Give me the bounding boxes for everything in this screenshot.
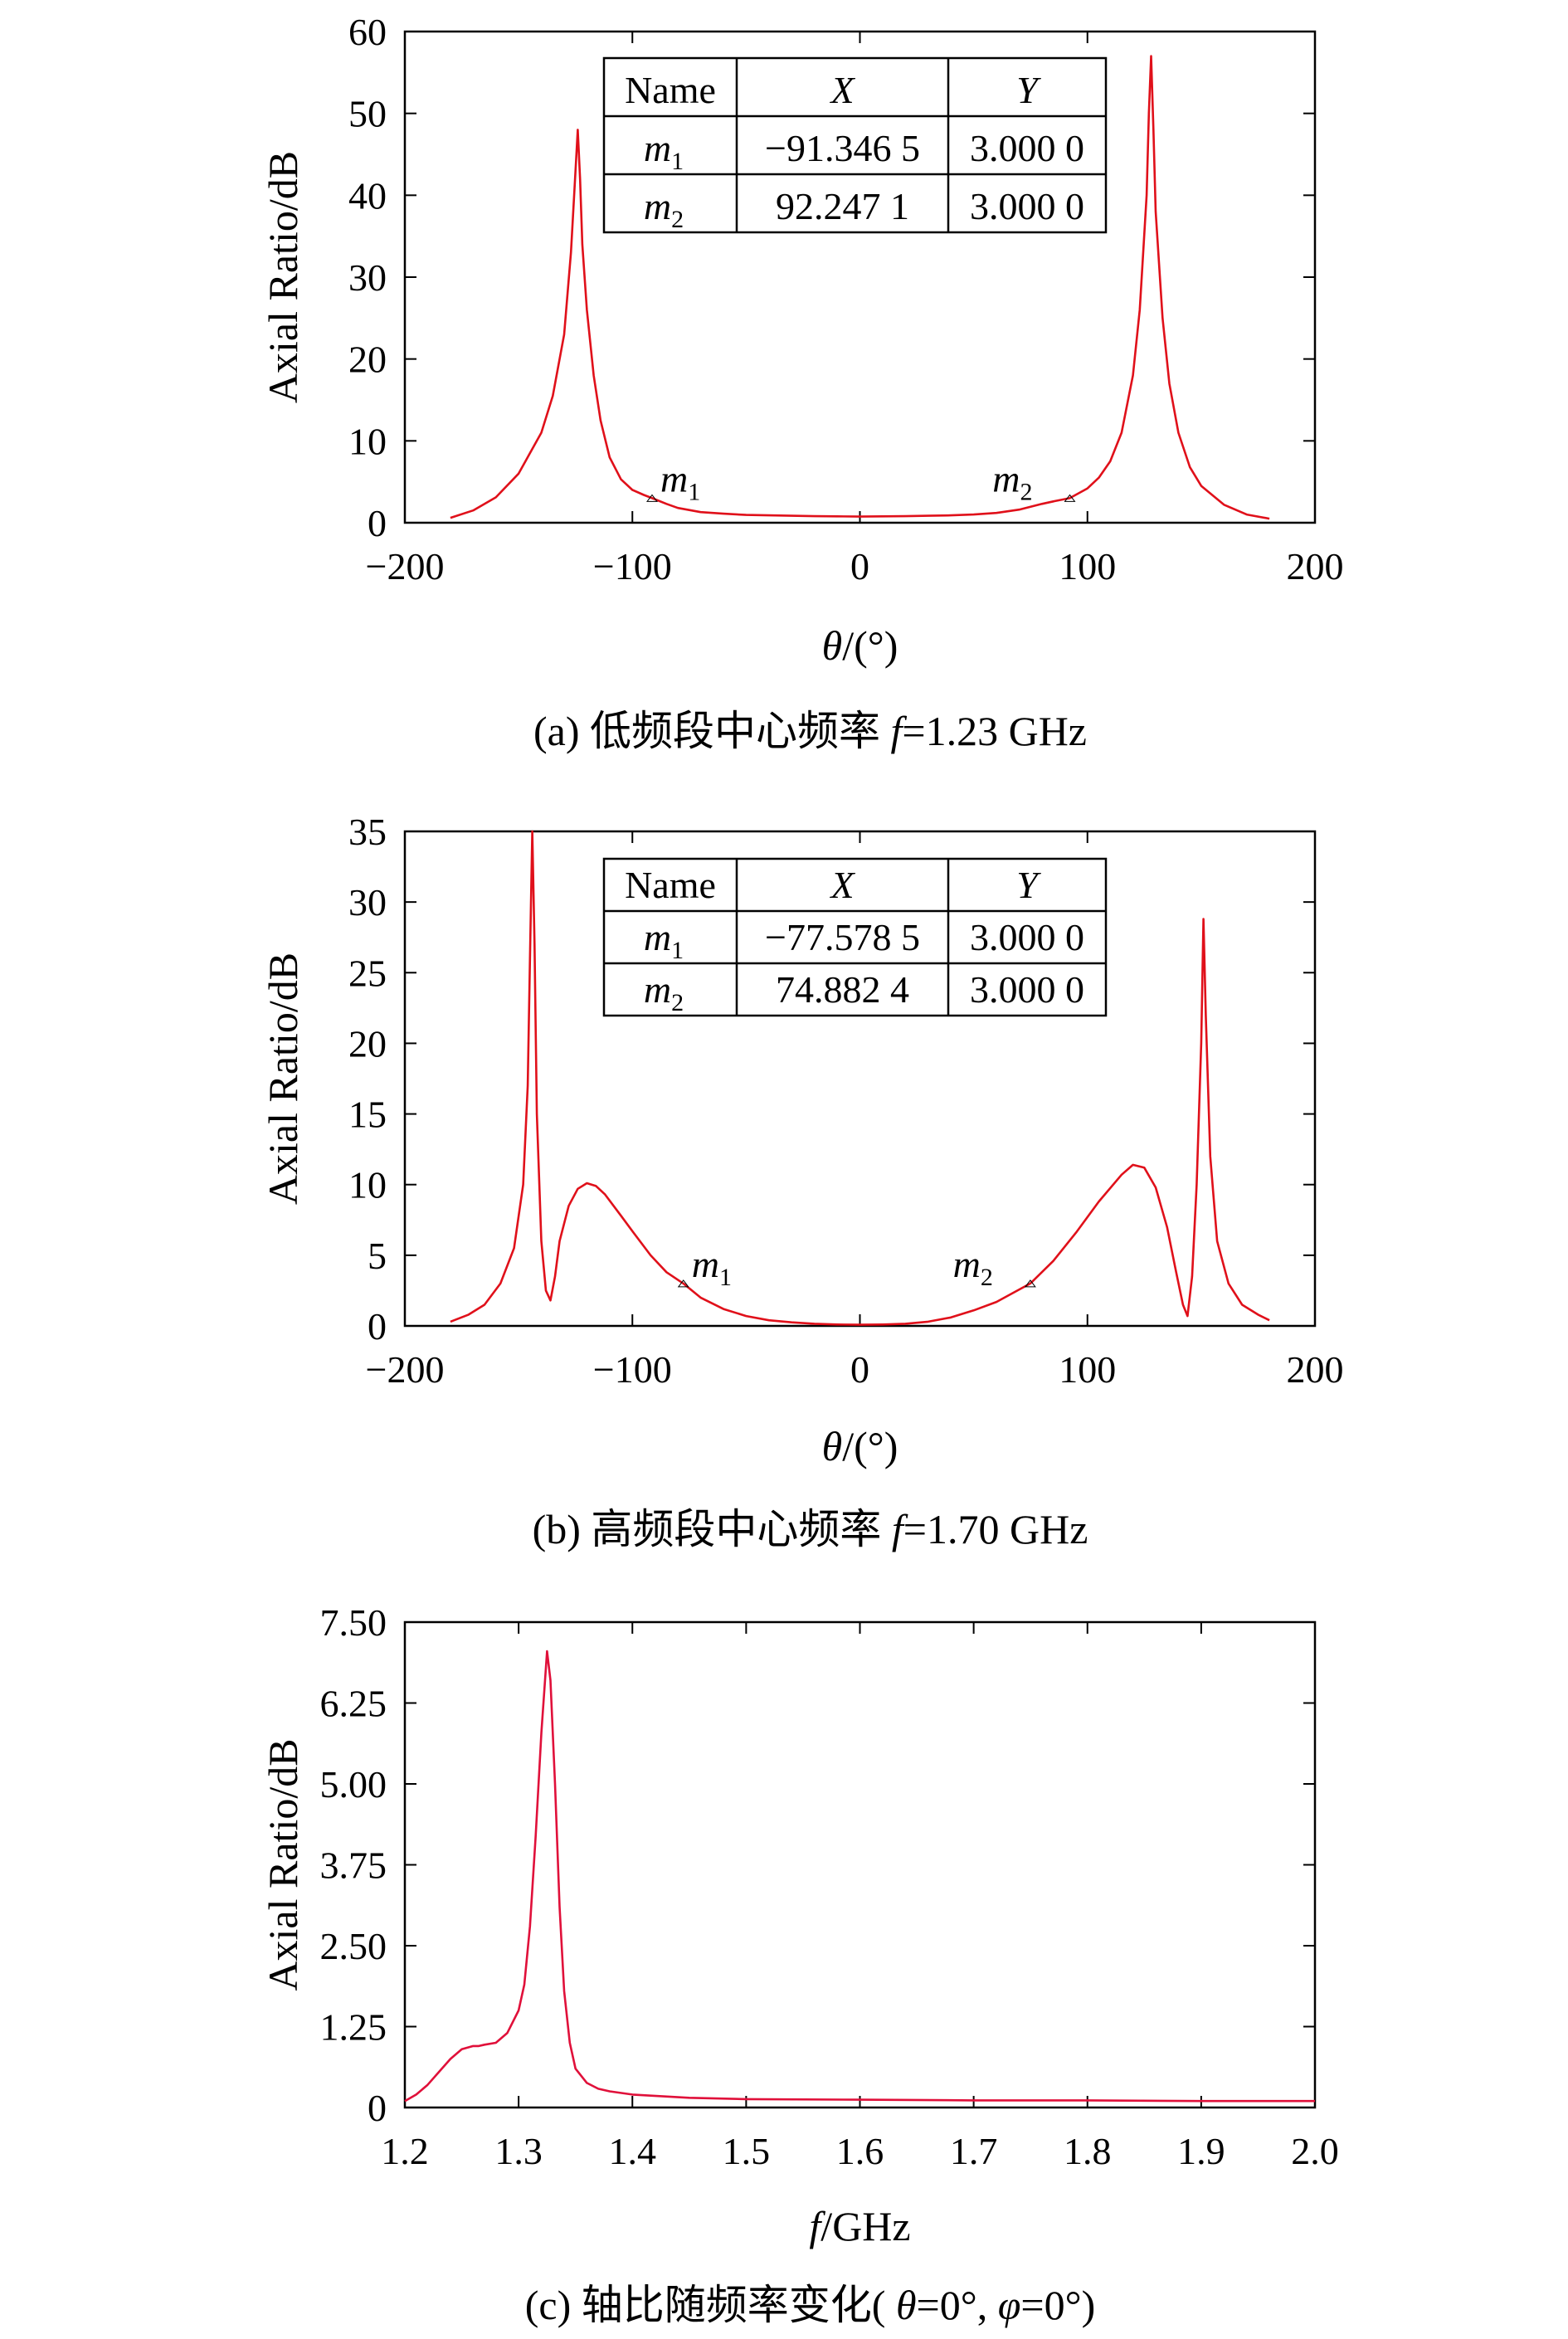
x-tick-label: 1.6 [836, 2130, 884, 2172]
table-frame [602, 56, 1108, 234]
series-line-0 [450, 55, 1270, 520]
series-line-0 [404, 1649, 1315, 2103]
table-cell-x: 74.882 4 [776, 968, 909, 1011]
x-tick-label: −100 [593, 1348, 672, 1391]
y-tick-label: 20 [348, 1022, 387, 1065]
y-tick-label: 10 [348, 420, 387, 462]
y-tick-label: 0 [368, 1305, 387, 1347]
table-cell-x: −91.346 5 [765, 127, 920, 169]
table-cell-name: m2 [644, 185, 684, 233]
y-tick-label: 60 [348, 11, 387, 53]
x-tick-label: 1.2 [381, 2130, 429, 2172]
marker-label-m2: m2 [953, 1243, 993, 1291]
y-tick-label: 3.75 [320, 1844, 387, 1887]
table-cell-y: 3.000 0 [970, 968, 1084, 1011]
x-tick-label: −100 [593, 545, 672, 587]
y-tick-label: 30 [348, 256, 387, 299]
y-tick-label: 15 [348, 1094, 387, 1136]
y-tick-label: 5 [368, 1235, 387, 1277]
marker-m2 [1064, 494, 1076, 502]
x-axis-title: θ/(°) [822, 622, 898, 669]
table-cell-name: m2 [644, 968, 684, 1016]
chart-panel-b: −200 −100 0 100 200 0 5 10 15 20 25 30 35 θ/(°) Axial … [260, 811, 1344, 1552]
x-tick-label: 1.4 [609, 2130, 657, 2172]
y-tick-label: 7.50 [320, 1601, 387, 1644]
y-tick-label: 2.50 [320, 1925, 387, 1967]
table-cell-name: m1 [644, 916, 684, 964]
y-tick-label: 20 [348, 339, 387, 381]
figure-caption: (c) 轴比随频率变化( θ=0°, φ=0°) [525, 2282, 1095, 2328]
table-cell-y: 3.000 0 [970, 185, 1084, 227]
x-tick-label: 1.7 [950, 2130, 998, 2172]
table-cell-x: −77.578 5 [765, 916, 920, 958]
y-axis-title: Axial Ratio/dB [260, 1738, 306, 1991]
marker-m2 [1024, 1279, 1036, 1288]
chart-panel-c: 1.2 1.3 1.4 1.5 1.6 1.7 1.8 1.9 2.0 0 1.25 2.50 3.75… [260, 1601, 1339, 2328]
marker-label-m2: m2 [992, 457, 1032, 505]
x-tick-label: 1.9 [1177, 2130, 1225, 2172]
x-tick-label: 200 [1287, 1348, 1344, 1391]
table-header-2: Y [1016, 69, 1041, 111]
y-tick-label: 1.25 [320, 2006, 387, 2049]
y-tick-label: 40 [348, 174, 387, 217]
y-axis-title: Axial Ratio/dB [260, 151, 306, 403]
table-cell-y: 3.000 0 [970, 127, 1084, 169]
y-tick-label: 6.25 [320, 1683, 387, 1725]
x-tick-label: −200 [366, 545, 445, 587]
series-line-0 [450, 830, 1270, 1326]
table-cell-y: 3.000 0 [970, 916, 1084, 958]
y-axis-title: Axial Ratio/dB [260, 953, 306, 1205]
y-tick-label: 30 [348, 881, 387, 923]
table-header-0: Name [625, 69, 716, 111]
table-header-0: Name [625, 864, 716, 906]
table-header-1: X [829, 864, 855, 906]
marker-table: Name X Ym1 −77.578 5 3.000 0 m2 74.882 4 3.000 … [602, 857, 1108, 1017]
y-tick-label: 25 [348, 952, 387, 994]
table-frame [602, 857, 1108, 1017]
x-tick-label: −200 [366, 1348, 445, 1391]
marker-label-m1: m1 [660, 457, 700, 505]
x-tick-label: 0 [850, 545, 869, 587]
x-tick-label: 1.3 [494, 2130, 543, 2172]
x-tick-label: 2.0 [1291, 2130, 1339, 2172]
y-tick-label: 35 [348, 811, 387, 853]
marker-table: Name X Ym1 −91.346 5 3.000 0 m2 92.247 1 3.000 … [602, 56, 1108, 234]
y-tick-label: 10 [348, 1164, 387, 1206]
y-tick-label: 5.00 [320, 1763, 387, 1805]
marker-label-m1: m1 [692, 1243, 732, 1291]
x-tick-label: 200 [1287, 545, 1344, 587]
table-cell-x: 92.247 1 [776, 185, 909, 227]
marker-m1 [645, 494, 658, 502]
y-tick-label: 0 [368, 2087, 387, 2129]
table-cell-name: m1 [644, 127, 684, 175]
x-tick-label: 100 [1059, 1348, 1116, 1391]
table-header-2: Y [1016, 864, 1041, 906]
y-tick-label: 50 [348, 93, 387, 135]
x-tick-label: 100 [1059, 545, 1116, 587]
x-axis-title: θ/(°) [822, 1423, 898, 1469]
x-tick-label: 0 [850, 1348, 869, 1391]
x-tick-label: 1.5 [723, 2130, 771, 2172]
marker-m1 [677, 1279, 689, 1288]
figure-caption: (b) 高频段中心频率 f=1.70 GHz [533, 1506, 1088, 1552]
x-axis-title: f/GHz [809, 2203, 910, 2249]
x-tick-label: 1.8 [1064, 2130, 1112, 2172]
table-header-1: X [829, 69, 855, 111]
figure-caption: (a) 低频段中心频率 f=1.23 GHz [533, 708, 1087, 754]
y-tick-label: 0 [368, 502, 387, 544]
plot-frame [403, 1620, 1317, 2109]
chart-panel-a: −200 −100 0 100 200 0 10 20 30 40 50 60 θ/(°) Axial R… [260, 11, 1344, 754]
